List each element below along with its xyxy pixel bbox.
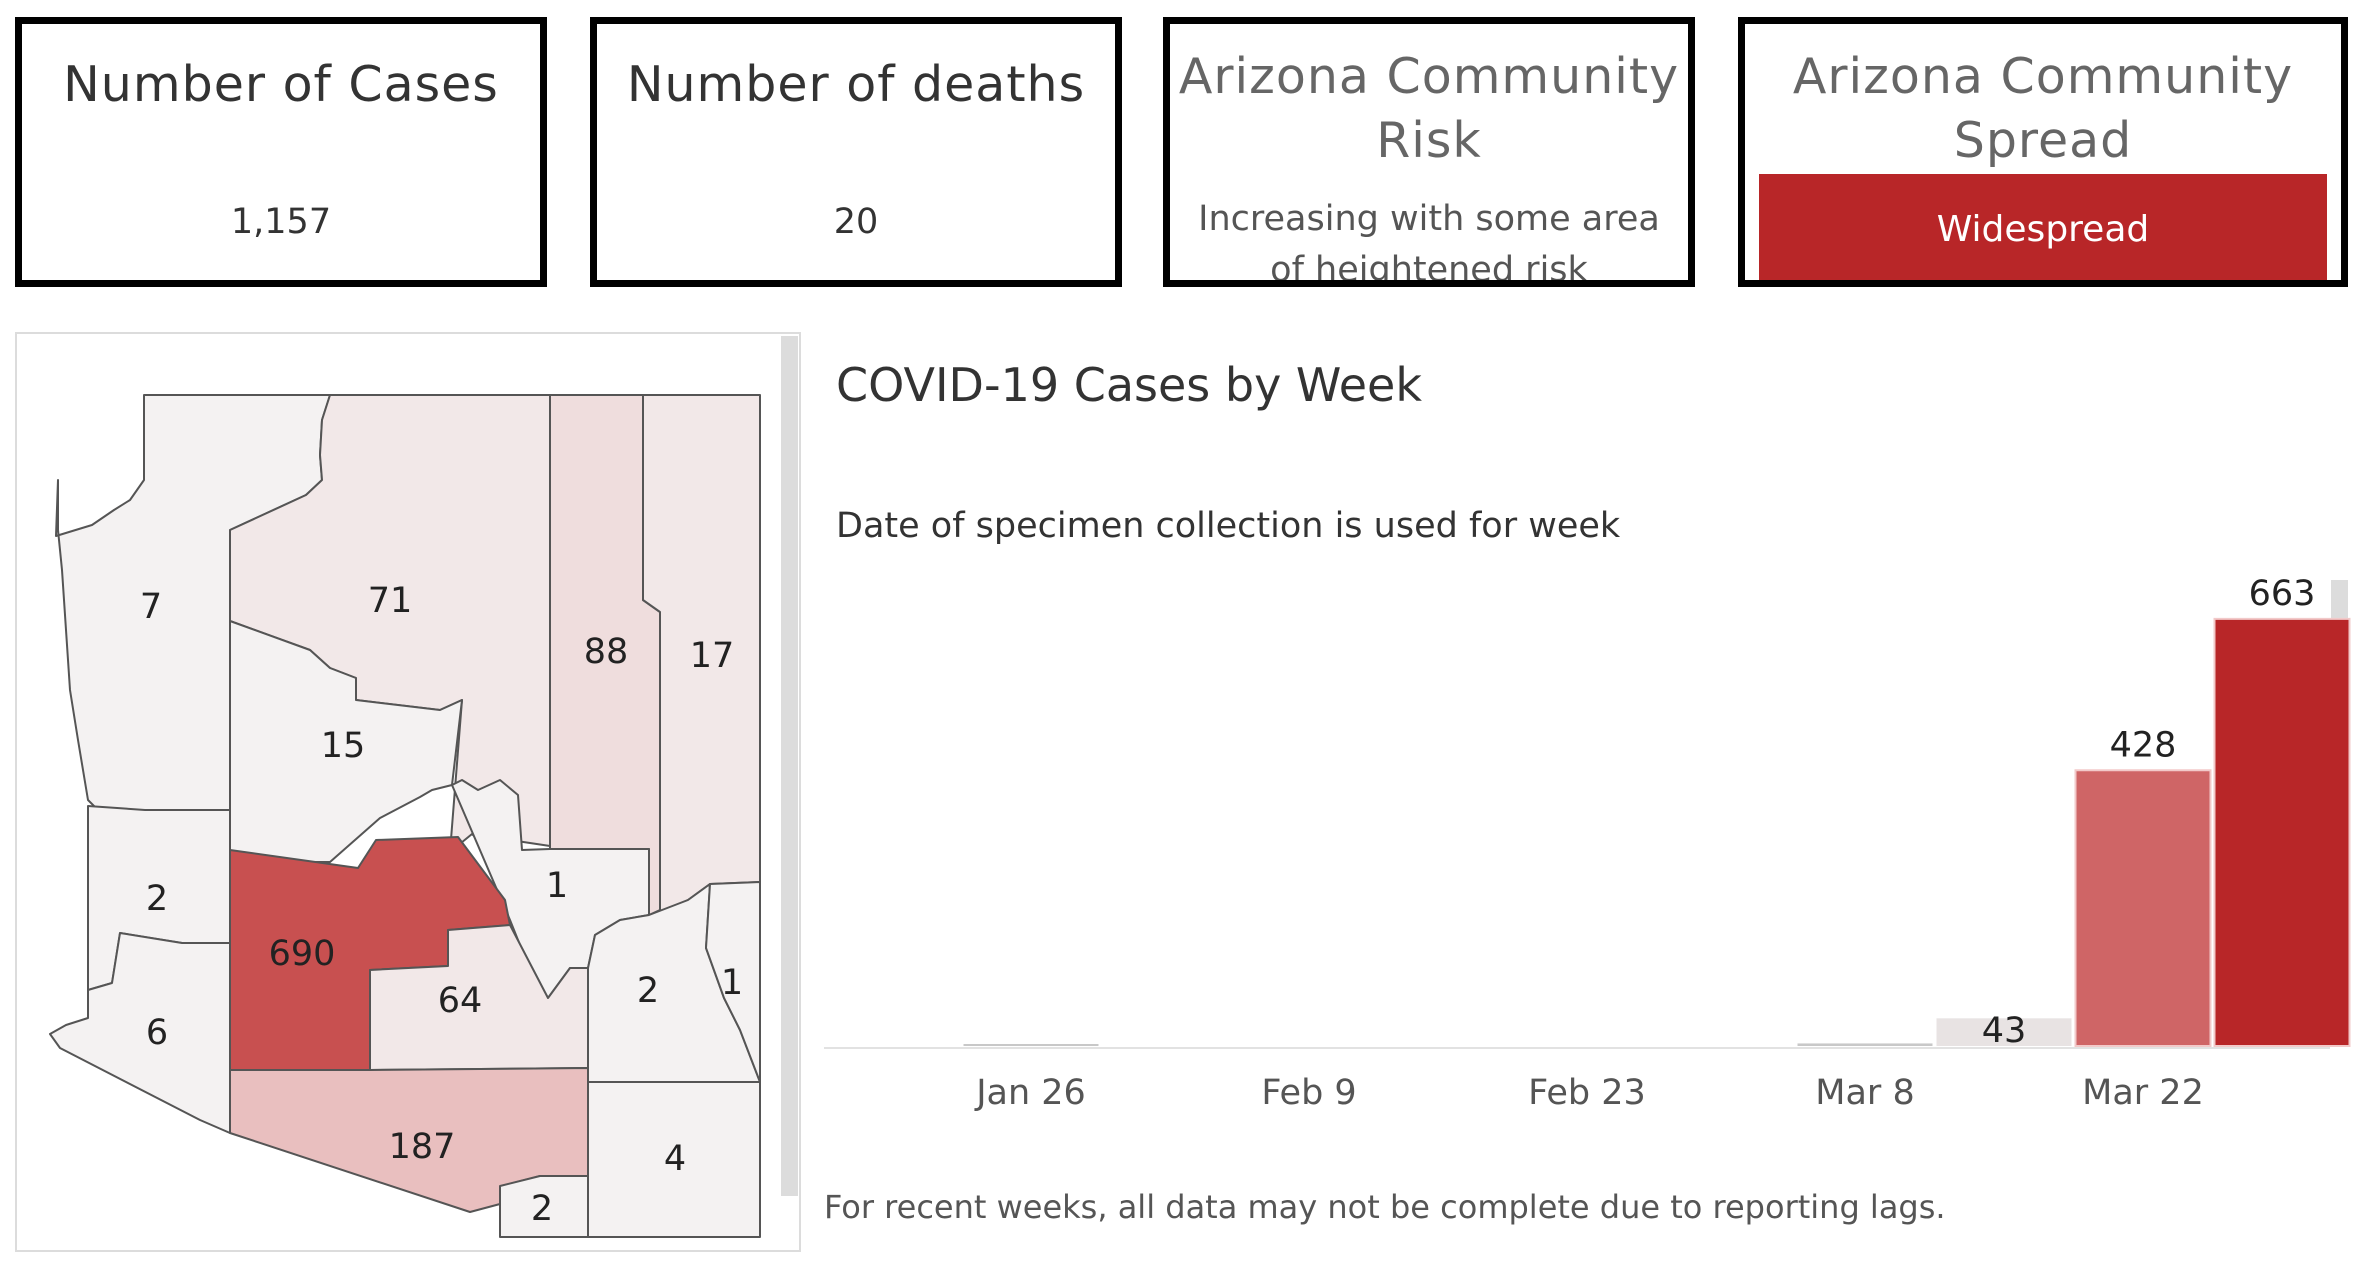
chart-subtitle: Date of specimen collection is used for … (836, 506, 1621, 546)
kpi-spread-value-text: Widespread (1936, 209, 2150, 250)
x-tick-jan-26: Jan 26 (974, 1073, 1086, 1113)
label-yuma: 6 (146, 1013, 168, 1053)
arizona-county-map (49, 394, 761, 1238)
kpi-cases: Number of Cases 1,157 (15, 17, 547, 287)
cases-by-week-chart: 43 428 663 Jan 26 Feb 9 Feb 23 Mar 8 Mar 22 (824, 574, 2351, 1113)
county-greenlee[interactable] (705, 881, 761, 1083)
label-la-paz: 2 (146, 879, 168, 919)
label-cochise: 4 (664, 1139, 686, 1179)
kpi-deaths: Number of deaths 20 (590, 17, 1122, 287)
bar-jan-26[interactable] (963, 1044, 1099, 1046)
label-navajo: 88 (584, 632, 629, 672)
kpi-spread-title-line2: Spread (1953, 112, 2133, 169)
kpi-deaths-value: 20 (833, 202, 879, 242)
label-santa-cruz: 2 (531, 1189, 553, 1229)
kpi-community-spread: Arizona Community Spread Widespread (1738, 17, 2348, 287)
kpi-community-risk: Arizona Community Risk Increasing with s… (1163, 17, 1695, 287)
kpi-deaths-title: Number of deaths (626, 56, 1086, 113)
x-tick-feb-9: Feb 9 (1261, 1073, 1356, 1113)
bar-label-mar-15: 43 (1982, 1011, 2027, 1051)
x-tick-mar-22: Mar 22 (2082, 1073, 2204, 1113)
kpi-spread-title-line1: Arizona Community (1792, 48, 2294, 105)
kpi-risk-title-line1: Arizona Community (1178, 48, 1680, 105)
kpi-spread-value: Widespread (1759, 174, 2327, 280)
county-santa-cruz[interactable] (499, 1175, 589, 1238)
bar-mar-29[interactable] (2213, 617, 2351, 1047)
label-gila: 1 (546, 866, 568, 906)
label-coconino: 71 (368, 581, 413, 621)
label-pima: 187 (389, 1127, 456, 1167)
bar-mar-15[interactable] (1936, 1018, 2072, 1046)
label-pinal: 64 (438, 981, 483, 1021)
chart-title: COVID-19 Cases by Week (836, 358, 1422, 412)
bar-label-mar-22: 428 (2110, 725, 2177, 765)
county-yavapai[interactable] (229, 620, 463, 863)
x-tick-feb-23: Feb 23 (1528, 1073, 1646, 1113)
label-maricopa: 690 (269, 934, 336, 974)
kpi-risk-value: Increasing with some area of heightened … (1198, 199, 1660, 287)
x-tick-mar-8: Mar 8 (1815, 1073, 1914, 1113)
label-yavapai: 15 (321, 726, 366, 766)
chart-footnote: For recent weeks, all data may not be co… (824, 1188, 1946, 1226)
kpi-cases-title: Number of Cases (63, 56, 499, 113)
label-graham: 2 (637, 971, 659, 1011)
label-greenlee: 1 (721, 963, 743, 1003)
label-apache: 17 (690, 636, 735, 676)
kpi-risk-title-line2: Risk (1376, 112, 1482, 169)
map-scrollbar[interactable] (781, 336, 798, 1196)
county-yuma[interactable] (49, 932, 231, 1134)
label-mohave: 7 (140, 587, 162, 627)
bar-mar-8[interactable] (1797, 1043, 1933, 1046)
kpi-cases-value: 1,157 (230, 202, 332, 242)
bar-mar-22[interactable] (2074, 769, 2212, 1047)
bar-label-mar-29: 663 (2249, 574, 2316, 614)
